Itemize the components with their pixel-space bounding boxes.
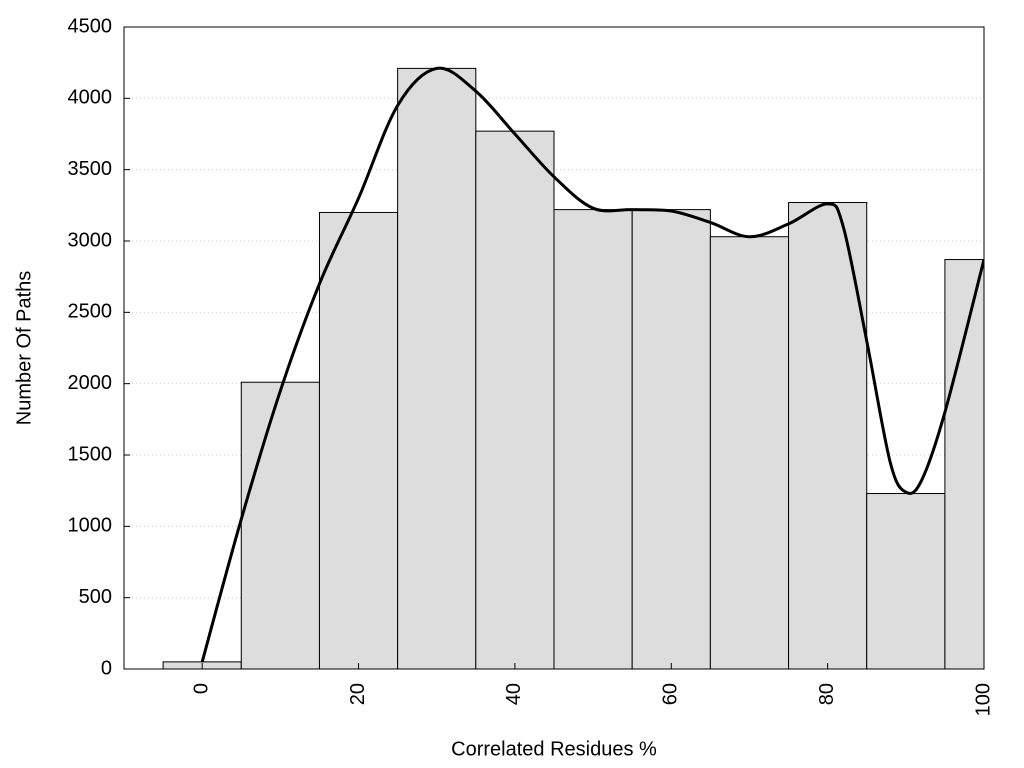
- y-tick-label: 3500: [68, 158, 113, 180]
- bar: [240, 381, 320, 669]
- bar: [944, 259, 984, 669]
- bar: [866, 493, 946, 669]
- y-tick-label: 4500: [68, 15, 113, 37]
- bar: [709, 236, 790, 669]
- x-axis-label: Correlated Residues %: [451, 738, 657, 760]
- bar: [475, 130, 555, 669]
- y-tick-label: 2500: [68, 301, 113, 323]
- bar: [788, 201, 868, 669]
- smooth-line: [200, 66, 984, 663]
- x-tick-label: 0: [190, 683, 212, 694]
- x-tick-label: 40: [503, 683, 525, 705]
- y-tick-label: 4000: [68, 87, 113, 109]
- x-tick-label: 20: [347, 683, 369, 705]
- bar: [631, 209, 711, 669]
- bar: [397, 67, 477, 669]
- y-tick-label: 3000: [68, 229, 113, 251]
- x-tick-label: 80: [816, 683, 838, 705]
- plot-frame: [123, 26, 985, 670]
- y-tick-label: 1000: [68, 515, 113, 537]
- y-axis-label: Number Of Paths: [13, 271, 35, 426]
- x-tick-label: 60: [660, 683, 682, 705]
- bar: [553, 209, 633, 669]
- bar: [318, 211, 399, 669]
- y-tick-label: 500: [79, 586, 112, 608]
- y-tick-label: 0: [101, 657, 112, 679]
- y-tick-label: 2000: [68, 372, 113, 394]
- x-tick-label: 100: [972, 683, 994, 716]
- y-tick-label: 1500: [68, 443, 113, 465]
